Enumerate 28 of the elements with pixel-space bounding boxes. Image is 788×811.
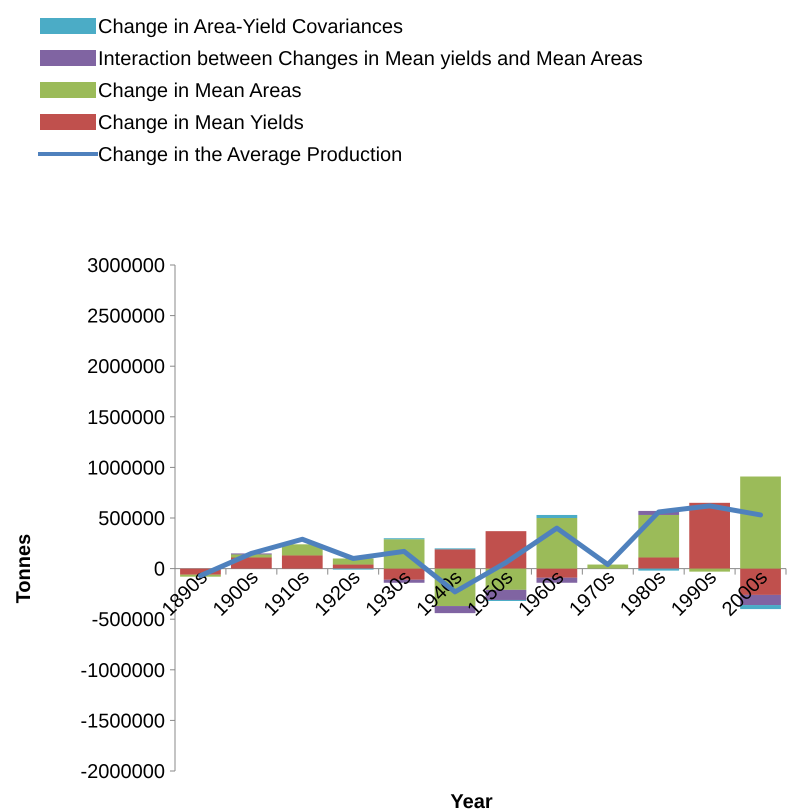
y-tick-label: 2000000	[87, 356, 165, 378]
bar	[587, 564, 628, 569]
legend-label: Change in the Average Production	[98, 144, 402, 166]
bar	[282, 555, 323, 569]
y-tick-label: 0	[154, 558, 165, 581]
bar	[434, 549, 476, 569]
bar	[332, 564, 374, 569]
legend-label: Interaction between Changes in Mean yields and Mean Areas	[98, 48, 643, 70]
x-axis-title: Year	[450, 791, 493, 811]
y-tick-label: 3000000	[87, 255, 165, 277]
bar	[638, 514, 680, 558]
y-tick-label: -2000000	[80, 761, 165, 783]
bar	[740, 476, 781, 569]
y-tick-label: 1500000	[87, 406, 165, 429]
y-tick-label: 2500000	[87, 306, 165, 328]
bar	[689, 568, 730, 572]
bar	[638, 557, 680, 569]
bar	[689, 502, 730, 569]
bar	[536, 514, 578, 518]
legend-label: Change in Mean Yields	[98, 112, 304, 134]
legend-label: Change in Mean Areas	[98, 80, 302, 102]
y-tick-label: -500000	[92, 609, 165, 632]
y-tick-label: -1500000	[80, 710, 165, 732]
legend-label: Change in Area-Yield Covariances	[98, 16, 403, 38]
y-tick-label: 500000	[98, 508, 165, 530]
y-tick-label: -1000000	[80, 660, 165, 682]
y-axis-title: Tonnes	[13, 534, 35, 604]
y-tick-label: 1000000	[87, 457, 165, 480]
